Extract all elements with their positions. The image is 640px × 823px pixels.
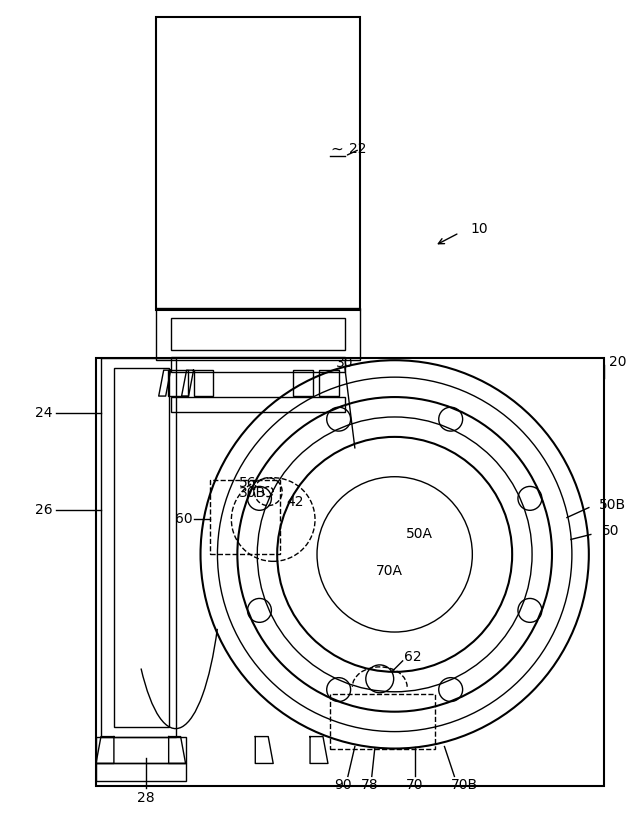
Bar (193, 370, 214, 396)
Polygon shape (96, 737, 114, 764)
Text: ~: ~ (330, 142, 343, 156)
Text: 50A: 50A (406, 528, 433, 542)
Text: 60: 60 (175, 512, 193, 526)
Text: 42: 42 (286, 495, 304, 509)
Text: 30B: 30B (239, 486, 266, 500)
Bar (96, 737, 186, 764)
Text: 22: 22 (349, 142, 367, 156)
Bar (96, 358, 604, 786)
Bar (330, 694, 435, 749)
Bar (171, 319, 345, 351)
Bar (156, 309, 360, 360)
Text: 90: 90 (334, 779, 352, 793)
Text: 70: 70 (406, 779, 423, 793)
Bar (211, 480, 280, 555)
Text: 28: 28 (137, 791, 155, 806)
Text: 10: 10 (470, 221, 488, 236)
Text: 78: 78 (361, 779, 379, 793)
Text: 56: 56 (239, 476, 256, 490)
Bar (156, 16, 360, 310)
Polygon shape (169, 737, 186, 764)
Bar (171, 357, 345, 372)
Text: 26: 26 (35, 503, 53, 517)
Bar (96, 764, 186, 781)
Text: 70B: 70B (451, 779, 478, 793)
Text: 70A: 70A (376, 565, 403, 579)
Text: 20: 20 (609, 356, 627, 370)
Bar (171, 397, 345, 412)
Bar (101, 358, 175, 737)
Text: 50: 50 (602, 524, 620, 538)
Text: 62: 62 (404, 650, 421, 664)
Text: 50B: 50B (599, 498, 626, 512)
Text: 24: 24 (35, 406, 53, 420)
Bar (293, 370, 313, 396)
Bar (114, 368, 169, 727)
Bar (168, 370, 188, 396)
Bar (319, 370, 339, 396)
Text: 30: 30 (336, 356, 354, 370)
